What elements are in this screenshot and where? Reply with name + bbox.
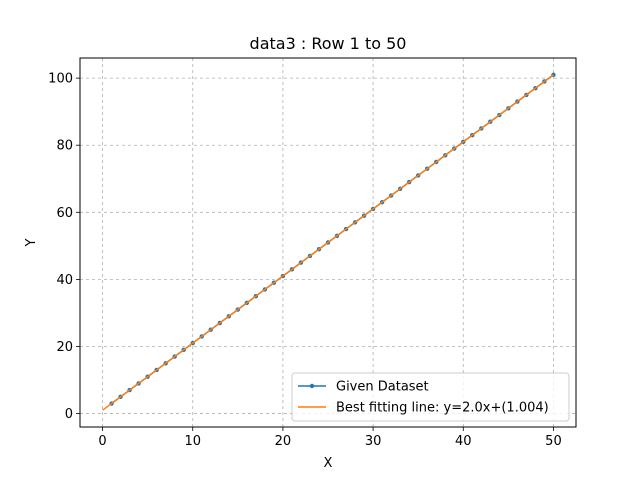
x-tick-label: 50 — [545, 434, 562, 449]
chart-title: data3 : Row 1 to 50 — [250, 34, 407, 53]
x-tick-label: 40 — [455, 434, 472, 449]
x-axis: 0 10 20 30 40 50 — [98, 427, 562, 449]
series-line-2 — [102, 74, 554, 411]
legend-entry-1: Given Dataset — [336, 380, 429, 395]
y-tick-label: 80 — [56, 139, 73, 154]
y-tick-label: 0 — [65, 407, 73, 422]
legend: Given Dataset Best fitting line: y=2.0x+(… — [291, 372, 570, 422]
plot-frame — [79, 57, 577, 428]
y-axis-label: Y — [24, 238, 39, 247]
y-axis: 0 20 40 60 80 100 — [48, 72, 80, 422]
x-tick-label: 20 — [275, 434, 292, 449]
x-tick-label: 0 — [98, 434, 106, 449]
x-axis-label: X — [324, 456, 333, 471]
legend-marker — [309, 383, 315, 389]
x-tick-label: 30 — [365, 434, 382, 449]
series-layer — [102, 72, 556, 411]
y-tick-label: 60 — [56, 206, 73, 221]
x-tick-label: 10 — [184, 434, 201, 449]
y-tick-label: 100 — [48, 72, 73, 87]
y-tick-label: 20 — [56, 340, 73, 355]
y-tick-label: 40 — [56, 273, 73, 288]
legend-entry-2: Best fitting line: y=2.0x+(1.004) — [336, 401, 549, 416]
legend-box — [291, 372, 570, 422]
